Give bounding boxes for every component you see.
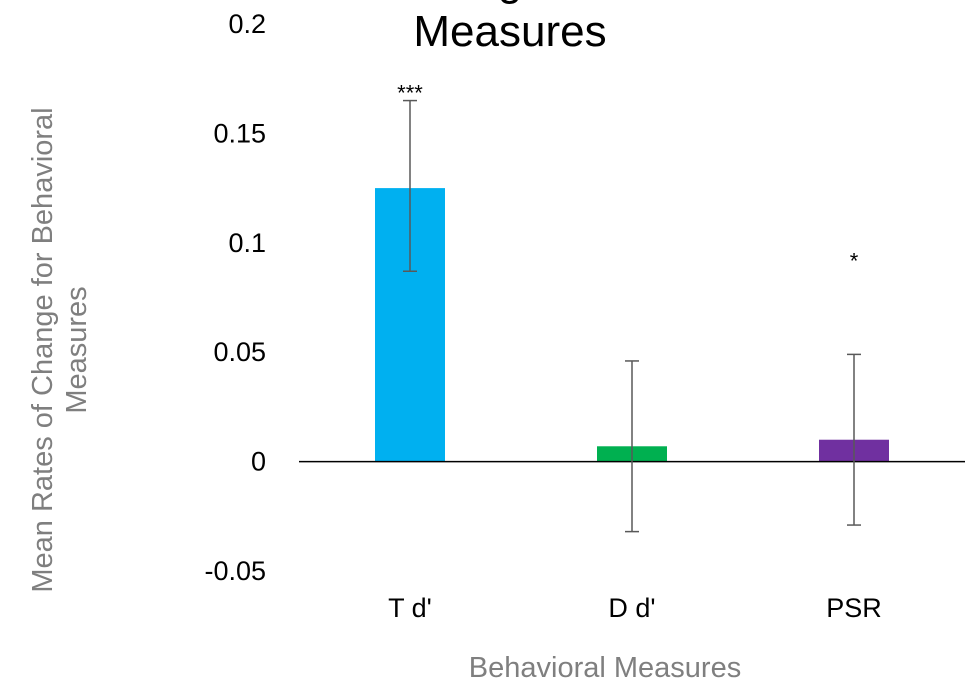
chart-title-clipped-line: g <box>498 0 522 5</box>
significance-label: * <box>850 248 859 273</box>
x-tick-labels: T d' D d' PSR <box>388 593 882 623</box>
y-tick-label: -0.05 <box>204 556 266 586</box>
y-axis-label-line-1: Mean Rates of Change for Behavioral <box>27 107 59 592</box>
y-axis-label-line-2: Measures <box>61 286 93 413</box>
x-tick-label: T d' <box>388 593 432 623</box>
x-tick-label: D d' <box>608 593 655 623</box>
y-tick-label: 0.15 <box>213 118 266 148</box>
y-tick-label: 0.1 <box>228 228 266 258</box>
chart-title: Measures <box>413 7 606 56</box>
significance-labels: **** <box>397 81 859 274</box>
x-axis-label: Behavioral Measures <box>469 652 741 682</box>
y-tick-label: 0 <box>251 447 266 477</box>
y-tick-label: 0.05 <box>213 337 266 367</box>
x-tick-label: PSR <box>826 593 882 623</box>
significance-label: *** <box>397 81 423 106</box>
y-tick-label: 0.2 <box>228 9 266 39</box>
y-axis-label: Mean Rates of Change for BehavioralMeasu… <box>27 107 93 592</box>
y-tick-labels: -0.05 0 0.05 0.1 0.15 0.2 <box>204 9 266 586</box>
svg-text:g: g <box>498 0 522 5</box>
error-bars <box>403 99 861 533</box>
